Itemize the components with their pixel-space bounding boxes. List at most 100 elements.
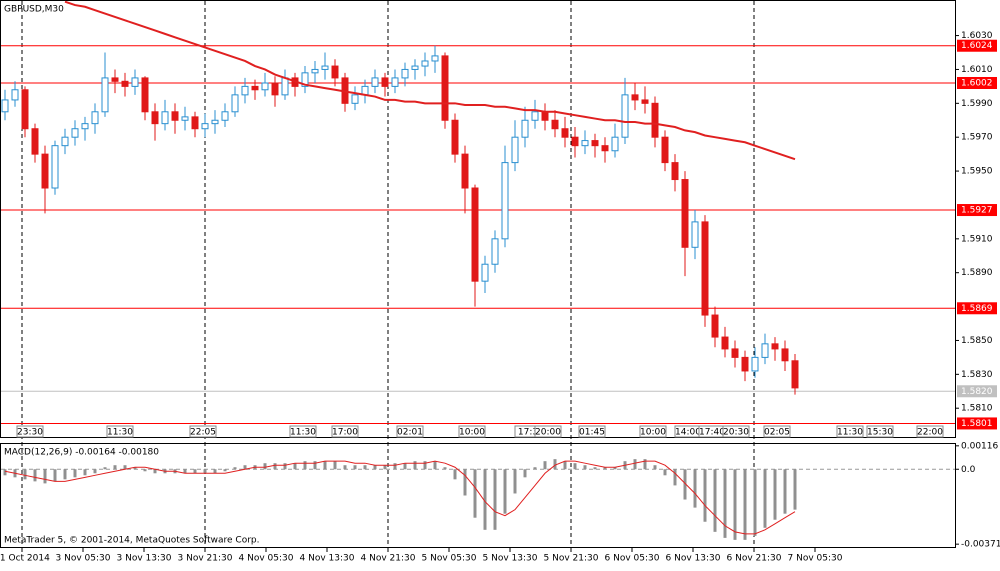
y-tick-label: 1.5810	[961, 404, 993, 414]
candle-body	[761, 343, 769, 358]
time-marker: 02:01	[397, 428, 423, 438]
candle-body	[181, 116, 189, 121]
time-marker-box	[396, 425, 424, 438]
candle-body	[541, 111, 549, 121]
candle-body	[561, 128, 569, 138]
time-marker: 17:3	[518, 428, 538, 438]
x-tick-label: 3 Nov 05:30	[56, 554, 111, 564]
candle-body	[351, 94, 359, 104]
time-marker: 22:05	[190, 428, 216, 438]
y-tick-label: 0.0	[961, 465, 976, 475]
x-tick-label: 3 Nov 13:30	[117, 554, 172, 564]
y-tick-label: -0.00371	[961, 540, 1000, 550]
candle-body	[301, 72, 309, 87]
candle-body	[631, 94, 639, 101]
candle-body	[321, 65, 329, 70]
candle-body	[31, 128, 39, 155]
candle-body	[71, 128, 79, 138]
y-tick-label: 1.5910	[961, 234, 993, 244]
candle-body	[81, 123, 89, 130]
y-tick-label: 1.5830	[961, 370, 993, 380]
time-marker: 02:05	[764, 428, 790, 438]
candle-body	[111, 77, 119, 82]
time-marker-box	[106, 425, 134, 438]
current-box	[957, 385, 997, 398]
candle-body	[121, 80, 129, 87]
candle-body	[431, 55, 439, 62]
y-tick-label: 1.5970	[961, 133, 993, 143]
macd-frame	[0, 443, 956, 548]
level-label: 1.5801	[961, 419, 993, 429]
candle-body	[201, 123, 209, 130]
time-marker-box	[836, 425, 864, 438]
candle-body	[601, 145, 609, 152]
candle-body	[241, 85, 249, 96]
candle-body	[551, 119, 559, 130]
time-marker: 10:00	[640, 428, 666, 438]
candle-body	[401, 68, 409, 79]
x-tick-label: 3 Nov 21:30	[178, 554, 233, 564]
x-tick-label: 5 Nov 05:30	[422, 554, 477, 564]
candle-body	[101, 77, 109, 113]
candle-body	[251, 85, 259, 91]
candle-body	[211, 119, 219, 125]
candle-body	[791, 360, 799, 389]
candle-body	[571, 136, 579, 147]
time-marker: 23:30	[17, 428, 43, 438]
candle-body	[311, 68, 319, 74]
candle-body	[681, 179, 689, 248]
time-marker: 17:40	[699, 428, 725, 438]
time-marker-box	[763, 425, 791, 438]
x-tick-label: 5 Nov 21:30	[544, 554, 599, 564]
candle-body	[691, 221, 699, 248]
candle-body	[231, 94, 239, 113]
level-label: 1.6024	[961, 41, 993, 51]
candle-body	[381, 77, 389, 87]
moving-average	[64, 0, 796, 161]
level-label: 1.5869	[961, 304, 993, 314]
x-tick-label: 6 Nov 05:30	[605, 554, 660, 564]
y-tick-label: 1.6030	[961, 31, 993, 41]
candle-body	[191, 116, 199, 130]
time-marker: 22:00	[917, 428, 943, 438]
candle-body	[501, 162, 509, 240]
candle-body	[531, 111, 539, 121]
candle-body	[21, 89, 29, 130]
time-marker-box	[916, 425, 944, 438]
time-marker: 14:00	[675, 428, 701, 438]
candle-body	[221, 111, 229, 121]
footer: MetaTrader 5, © 2001-2014, MetaQuotes So…	[4, 536, 260, 546]
time-marker-box	[534, 425, 562, 438]
candle-body	[581, 140, 589, 147]
time-marker-box	[16, 425, 44, 438]
level-label: 1.6002	[961, 78, 993, 88]
candle-body	[51, 145, 59, 189]
y-tick-label: 1.6010	[961, 65, 993, 75]
candle-body	[731, 348, 739, 358]
candle-body	[721, 336, 729, 350]
candle-body	[331, 65, 339, 79]
x-tick-label: 4 Nov 13:30	[300, 554, 355, 564]
candle-body	[61, 136, 69, 147]
time-marker: 11:30	[107, 428, 133, 438]
candle-body	[741, 356, 749, 372]
candle-body	[491, 238, 499, 265]
y-tick-label: 0.00116	[961, 441, 998, 451]
macd-title: MACD(12,26,9) -0.00164 -0.00180	[4, 448, 159, 458]
candle-body	[161, 111, 169, 125]
x-tick-label: 31 Oct 2014	[0, 554, 50, 564]
candle-body	[451, 119, 459, 155]
candle-body	[651, 102, 659, 138]
level-box	[957, 39, 997, 52]
candle-body	[771, 343, 779, 350]
current-label: 1.5820	[961, 387, 993, 397]
y-tick-label: 1.5890	[961, 268, 993, 278]
time-marker-box	[722, 425, 750, 438]
x-tick-label: 6 Nov 13:30	[666, 554, 721, 564]
candle-body	[261, 82, 269, 91]
time-marker-box	[289, 425, 317, 438]
time-marker-box	[639, 425, 667, 438]
time-marker: 17:00	[332, 428, 358, 438]
